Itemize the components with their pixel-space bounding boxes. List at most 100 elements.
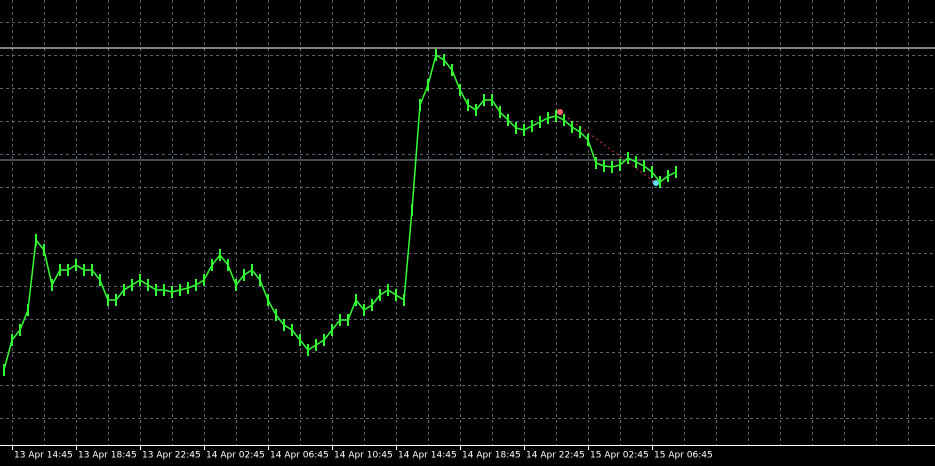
price-bar (619, 159, 621, 171)
price-bar (83, 264, 85, 276)
price-bar (147, 279, 149, 291)
price-bar (539, 116, 541, 128)
price-bar (379, 289, 381, 301)
price-bar (107, 294, 109, 306)
price-bar (91, 264, 93, 276)
price-bar (675, 166, 677, 178)
price-bar (139, 274, 141, 286)
price-bar (155, 284, 157, 296)
price-bar (499, 106, 501, 118)
price-bar (443, 54, 445, 66)
x-tick-label: 14 Apr 18:45 (462, 451, 521, 461)
trade-open (557, 109, 563, 115)
price-bar (299, 334, 301, 346)
price-bar (251, 264, 253, 276)
grid (0, 0, 935, 445)
x-tick-label: 14 Apr 06:45 (270, 451, 329, 461)
price-bar (283, 319, 285, 331)
price-bar (315, 339, 317, 351)
price-bar (427, 79, 429, 91)
trade-close (653, 180, 659, 186)
price-bar (659, 176, 661, 188)
price-bar (507, 114, 509, 126)
x-tick-label: 13 Apr 22:45 (142, 451, 201, 461)
x-tick-label: 14 Apr 10:45 (334, 451, 393, 461)
price-bar (75, 259, 77, 271)
price-bar (643, 160, 645, 172)
price-bar (419, 99, 421, 111)
x-tick-label: 13 Apr 14:45 (14, 451, 73, 461)
price-bar (99, 274, 101, 286)
price-bar (267, 294, 269, 306)
price-bar (523, 124, 525, 136)
price-bar (243, 269, 245, 281)
price-bar (651, 166, 653, 178)
price-bar (483, 94, 485, 106)
price-bar (235, 279, 237, 291)
price-bar (291, 324, 293, 336)
price-bar (67, 264, 69, 276)
price-bar (211, 259, 213, 271)
x-tick-label: 15 Apr 02:45 (590, 451, 649, 461)
price-bar (411, 204, 413, 216)
price-bar (563, 114, 565, 126)
price-bar (339, 314, 341, 326)
price-bar (115, 294, 117, 306)
price-bar (171, 286, 173, 298)
price-bar (3, 364, 5, 376)
price-bar (547, 112, 549, 124)
price-bar (627, 152, 629, 164)
price-bar (355, 294, 357, 306)
price-bar (347, 314, 349, 326)
price-bar (363, 304, 365, 316)
x-tick-label: 14 Apr 22:45 (526, 451, 585, 461)
price-bar (187, 282, 189, 294)
price-bar (459, 84, 461, 96)
price-bar (531, 120, 533, 132)
price-bar (435, 49, 437, 61)
price-bar (51, 279, 53, 291)
price-bar (59, 264, 61, 276)
price-bar (571, 121, 573, 133)
price-bar (19, 324, 21, 336)
x-tick-label: 14 Apr 14:45 (398, 451, 457, 461)
price-bar (131, 279, 133, 291)
price-bar (395, 289, 397, 301)
x-tick-label: 13 Apr 18:45 (78, 451, 137, 461)
price-bar (323, 334, 325, 346)
price-bar (123, 284, 125, 296)
price-bar (403, 294, 405, 306)
price-bar (275, 309, 277, 321)
price-bar (179, 284, 181, 296)
price-bar (219, 249, 221, 261)
price-bar (555, 110, 557, 122)
price-bar (635, 156, 637, 168)
price-bar (195, 279, 197, 291)
price-bar (227, 259, 229, 271)
price-bar (603, 160, 605, 172)
price-bar (467, 99, 469, 111)
price-bar (587, 134, 589, 146)
price-bar (611, 161, 613, 173)
price-bar (667, 170, 669, 182)
price-bar (475, 104, 477, 116)
price-bar (515, 122, 517, 134)
price-bar (11, 334, 13, 346)
price-bar (451, 64, 453, 76)
price-bar (43, 244, 45, 256)
price-bar (491, 94, 493, 106)
price-bar (163, 284, 165, 296)
price-bar (371, 299, 373, 311)
price-bar (35, 234, 37, 246)
price-bar (331, 324, 333, 336)
x-tick-label: 14 Apr 02:45 (206, 451, 265, 461)
price-bar (387, 284, 389, 296)
x-tick-label: 15 Apr 06:45 (654, 451, 713, 461)
price-bar (579, 126, 581, 138)
price-bar (595, 157, 597, 169)
price-bar (259, 274, 261, 286)
price-bar (27, 304, 29, 316)
price-bar (203, 274, 205, 286)
